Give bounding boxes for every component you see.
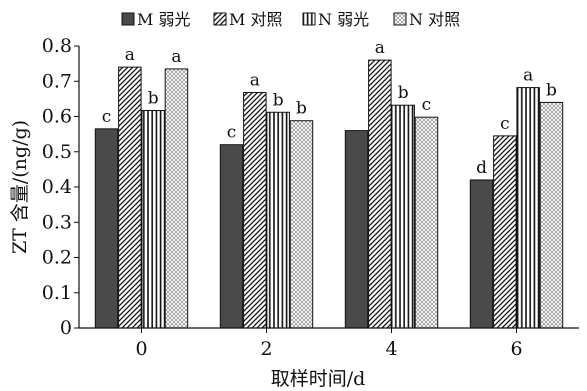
legend-swatch-n-control [393, 12, 407, 26]
significance-letter: b [296, 99, 307, 119]
legend-swatch-m-weak-light [121, 12, 135, 26]
significance-letter: b [273, 90, 284, 110]
y-tick-label: 0.5 [42, 141, 72, 163]
significance-letter: a [171, 47, 181, 67]
bar [266, 111, 290, 329]
bar [493, 135, 517, 329]
bar [368, 59, 392, 329]
bar [94, 128, 119, 329]
legend-item-m-control: M 对照 [213, 10, 282, 29]
significance-letter: a [250, 71, 260, 91]
bar [516, 87, 540, 329]
x-tick-label: 4 [385, 338, 397, 360]
y-tick-label: 0.2 [42, 247, 72, 269]
y-tick-label: 0 [60, 317, 72, 339]
legend-item-n-control: N 对照 [393, 10, 460, 29]
significance-letter: a [523, 66, 533, 86]
x-axis-ticks: 0 2 4 6 [135, 328, 523, 360]
bar [344, 130, 369, 329]
legend-label-n-weak-light: N 弱光 [318, 10, 369, 29]
legend: M 弱光 M 对照 N 弱光 N 对照 [121, 10, 460, 29]
legend-swatch-n-weak-light [302, 12, 316, 26]
significance-letter: c [227, 123, 237, 143]
significance-letter: a [375, 38, 385, 58]
y-axis-ticks: 0 0.1 0.2 0.3 0.4 0.5 0.6 0.7 0.8 [42, 35, 79, 339]
legend-swatch-m-control [213, 12, 227, 26]
y-tick-label: 0.1 [42, 282, 72, 304]
bar [414, 116, 439, 329]
significance-letter: c [102, 107, 112, 127]
significance-letter: b [148, 89, 159, 109]
x-tick-label: 6 [510, 338, 522, 360]
bar [141, 110, 165, 329]
legend-label-m-weak-light: M 弱光 [137, 10, 190, 29]
y-tick-label: 0.7 [42, 70, 72, 92]
x-tick-label: 2 [260, 338, 272, 360]
y-tick-label: 0.8 [42, 35, 72, 57]
significance-letter: d [476, 158, 487, 178]
significance-letter: a [125, 45, 135, 65]
bar [164, 68, 189, 329]
bar [469, 179, 494, 329]
x-tick-label: 0 [135, 338, 147, 360]
bar [243, 92, 267, 329]
y-tick-label: 0.4 [42, 176, 72, 198]
bar [391, 104, 415, 329]
y-axis-title: ZT 含量/(ng/g) [9, 120, 31, 254]
legend-label-n-control: N 对照 [409, 10, 460, 29]
legend-label-m-control: M 对照 [229, 10, 282, 29]
bar [289, 120, 314, 329]
bars [94, 59, 564, 329]
bar [219, 144, 244, 329]
bar [539, 101, 564, 329]
y-tick-label: 0.6 [42, 106, 72, 128]
bar [118, 66, 142, 329]
x-axis-title: 取样时间/d [271, 368, 366, 390]
legend-item-m-weak-light: M 弱光 [121, 10, 190, 29]
significance-letter: c [422, 95, 432, 115]
significance-letter: c [500, 114, 510, 134]
axes [78, 46, 579, 329]
y-tick-label: 0.3 [42, 211, 72, 233]
legend-item-n-weak-light: N 弱光 [302, 10, 369, 29]
significance-letter: b [398, 83, 409, 103]
significance-letter: b [546, 80, 557, 100]
